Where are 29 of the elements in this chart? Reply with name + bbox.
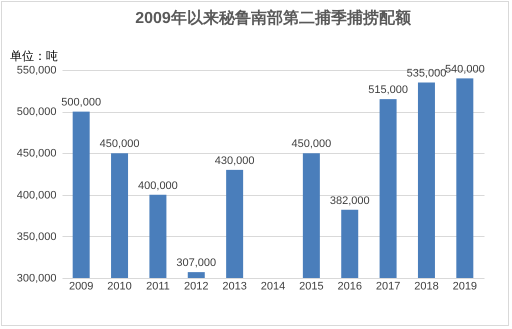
y-tick-label: 300,000 [16,272,56,284]
data-label: 500,000 [61,96,102,109]
x-tick-label: 2010 [107,280,132,292]
x-tick-label: 2017 [376,280,400,292]
data-label: 430,000 [214,154,255,167]
x-tick-label: 2013 [222,280,247,292]
x-tick-label: 2014 [260,280,286,292]
text: 单位：吨 [10,49,58,63]
y-tick-label: 550,000 [16,64,56,76]
y-tick-label: 350,000 [16,230,56,243]
data-label: 450,000 [291,138,332,150]
data-label: 515,000 [368,84,408,96]
data-label: 400,000 [138,180,178,192]
y-tick-label: 500,000 [16,106,56,118]
x-tick-label: 2012 [184,280,209,292]
x-tick-label: 2018 [414,280,439,292]
y-tick-label: 450,000 [16,148,56,160]
data-label: 535,000 [406,67,446,80]
x-tick-label: 2019 [452,280,478,292]
x-tick-label: 2009 [68,280,94,292]
chart-title: 2009年以来秘鲁南部第二捕季捕捞配额 [135,9,412,27]
x-tick-label: 2011 [146,280,170,292]
data-label: 307,000 [176,257,216,270]
x-tick-label: 2015 [299,280,324,292]
data-label: 382,000 [330,194,370,207]
data-label: 450,000 [100,138,140,150]
x-tick-label: 2016 [337,280,362,292]
data-label: 540,000 [444,63,485,76]
y-tick-label: 400,000 [16,189,56,202]
